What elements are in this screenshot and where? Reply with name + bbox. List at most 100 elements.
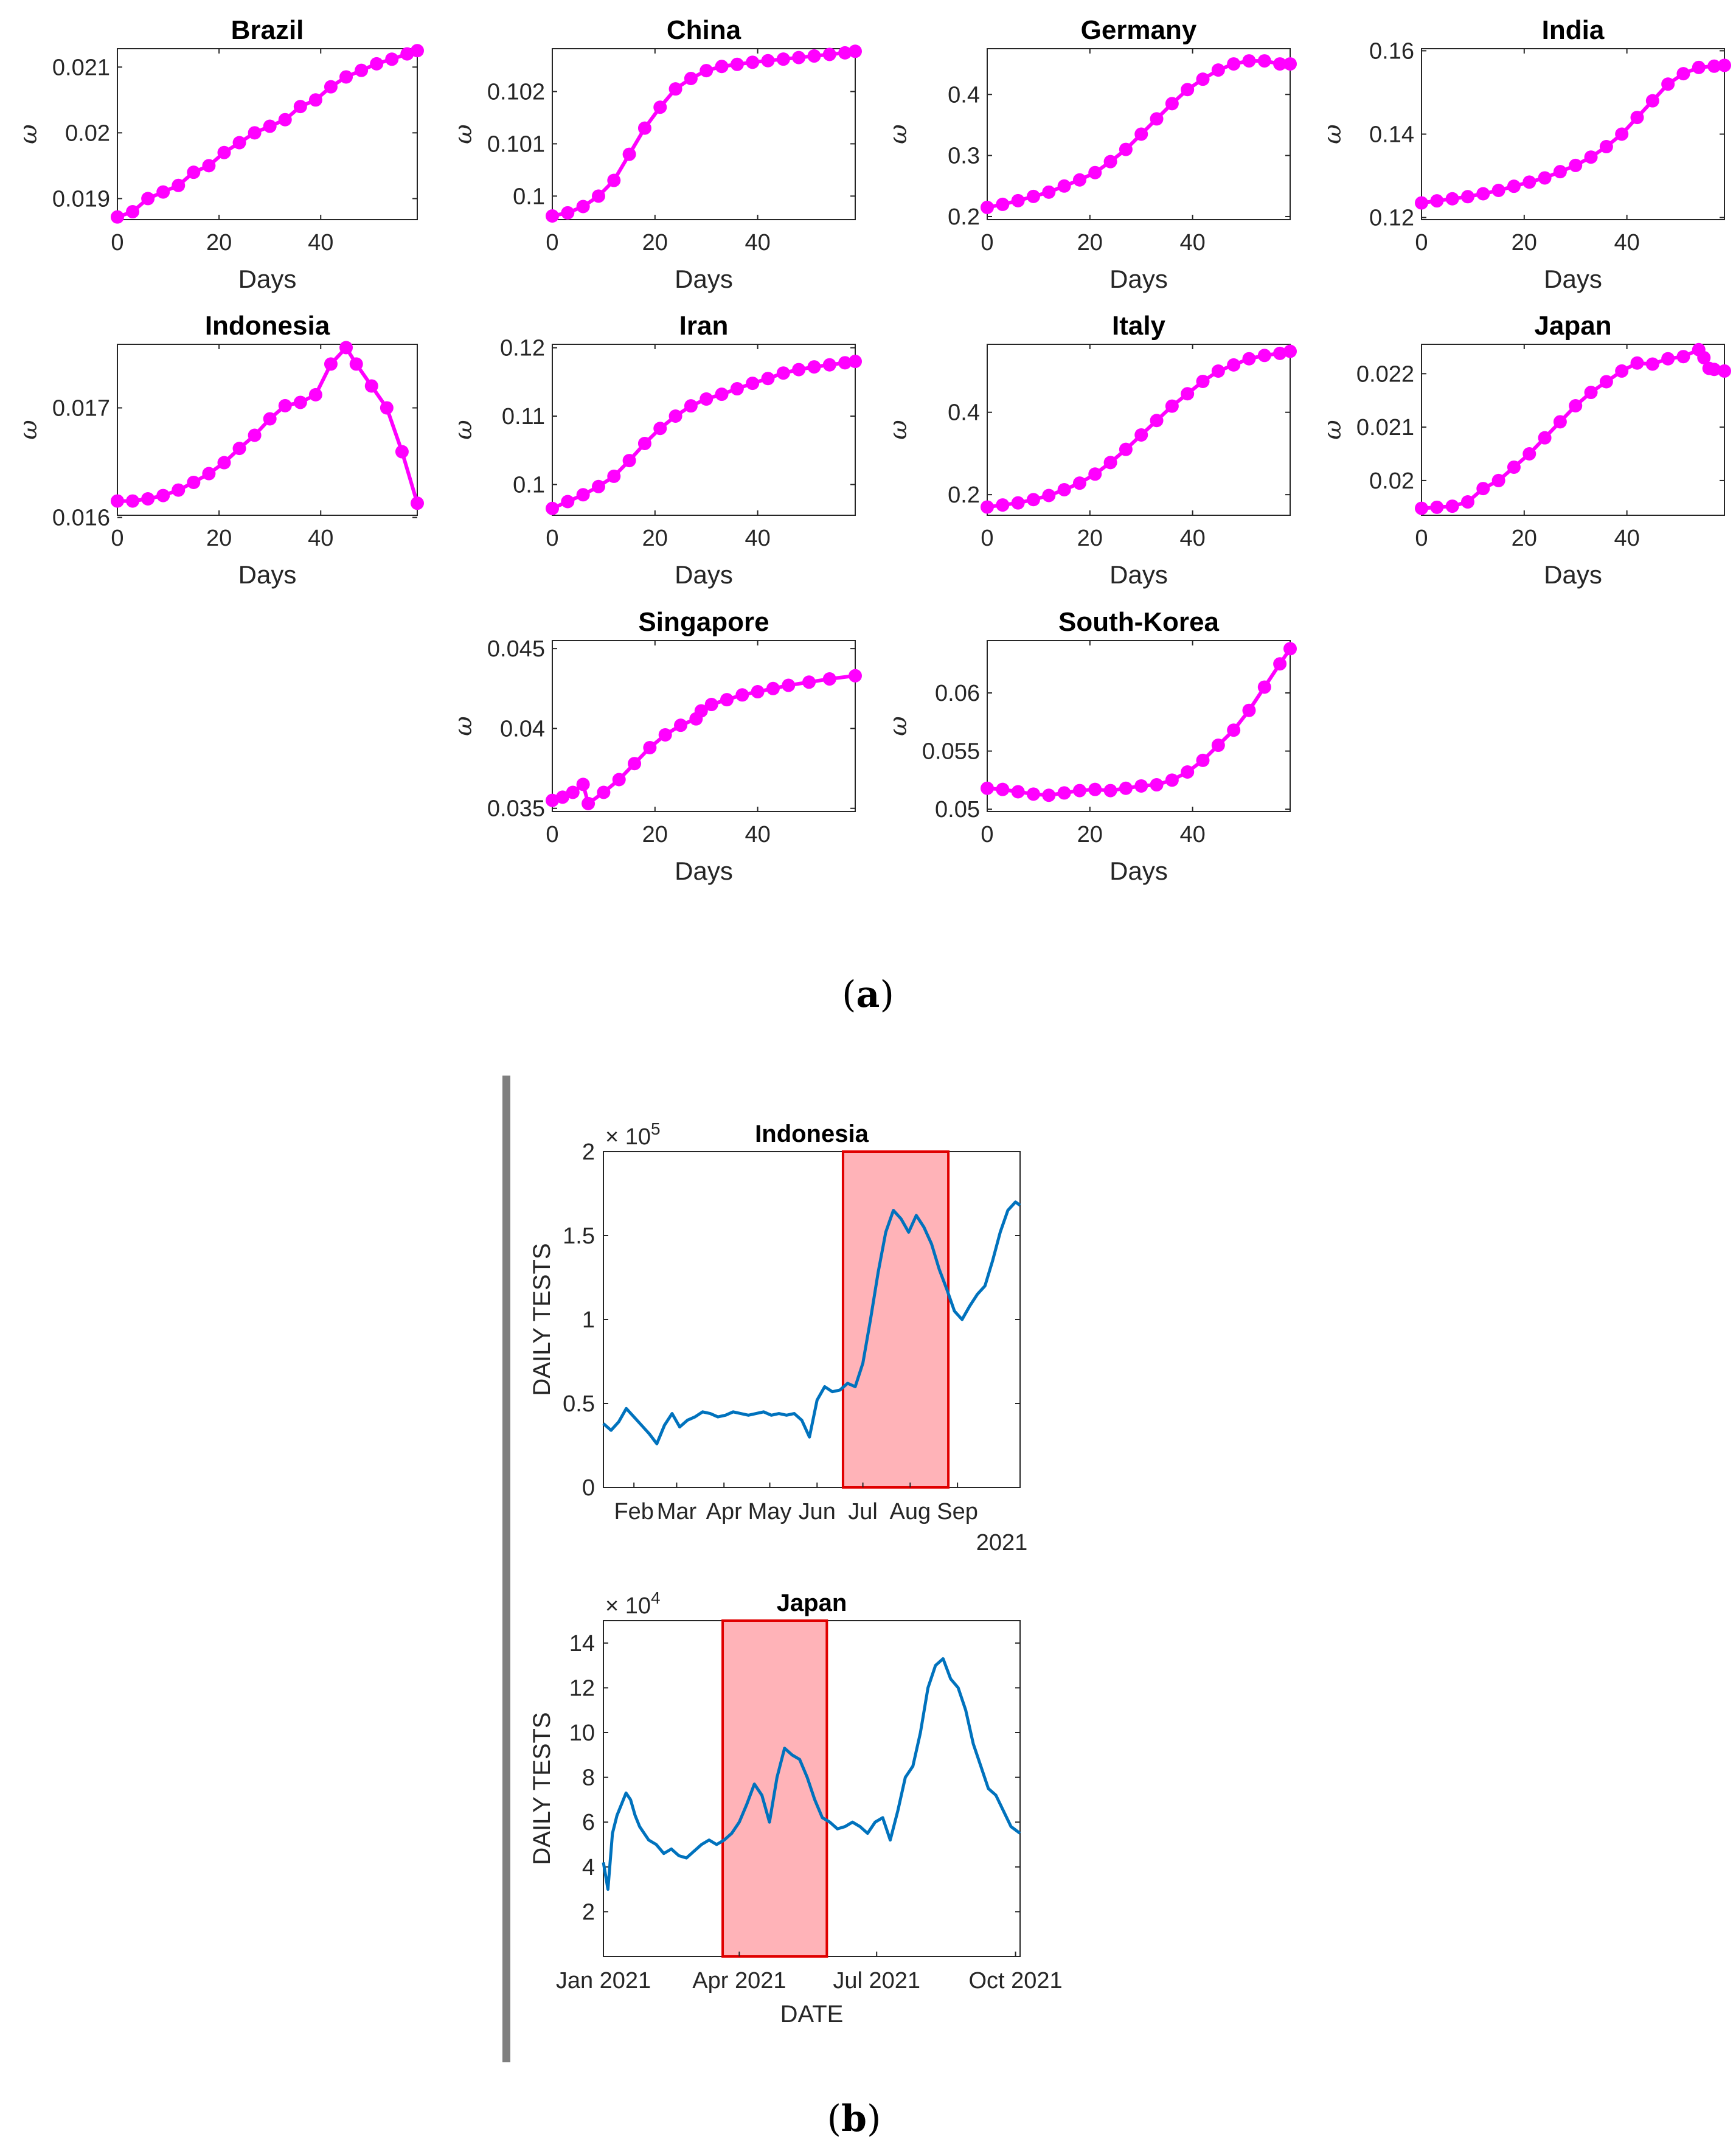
data-point — [597, 785, 611, 799]
data-point — [1257, 349, 1271, 363]
data-point — [546, 209, 559, 223]
y-tick-label: 10 — [569, 1720, 595, 1746]
plot-title: Italy — [1112, 311, 1166, 341]
x-axis-label: Days — [675, 265, 733, 293]
x-tick-label: 40 — [1179, 822, 1205, 847]
data-point — [202, 467, 216, 481]
data-point — [822, 358, 836, 372]
data-point — [1569, 398, 1583, 412]
x-axis-label: Days — [675, 560, 733, 589]
data-point — [1491, 473, 1505, 487]
data-point — [1011, 193, 1025, 207]
axes-box — [117, 344, 418, 516]
data-point — [1661, 77, 1675, 91]
y-tick-label: 0.12 — [1369, 206, 1414, 231]
data-point — [591, 479, 605, 493]
data-point — [776, 52, 790, 66]
data-point — [730, 382, 744, 396]
data-point — [776, 366, 790, 380]
x-tick-label: 40 — [745, 230, 770, 256]
data-point — [1257, 54, 1271, 68]
data-point — [1042, 185, 1056, 199]
data-point — [1026, 787, 1040, 801]
subplot-indonesia_tests: Indonesia × 105 0 0.5 1 1.5 2 Feb Mar Apr May Jun Ju… — [529, 1119, 1027, 1556]
data-point — [637, 436, 651, 450]
data-point — [1718, 58, 1731, 72]
data-point — [308, 388, 322, 402]
x-tick-label: Sep — [937, 1499, 978, 1525]
data-point — [1134, 779, 1148, 793]
subplot-india: India 0 20 40 0.12 0.14 0.16 Days ω — [1319, 15, 1731, 293]
data-point — [1181, 83, 1195, 97]
y-axis-label: ω — [884, 716, 912, 736]
data-point — [582, 796, 595, 810]
data-point — [324, 80, 338, 94]
data-point — [607, 469, 621, 483]
data-point — [1119, 142, 1133, 156]
y-axis-label: ω — [450, 420, 477, 440]
data-point — [339, 341, 353, 355]
data-point — [1211, 63, 1225, 77]
y-tick-label: 0.021 — [52, 55, 110, 80]
data-point — [643, 740, 657, 754]
x-axis-label: Days — [1544, 560, 1602, 589]
x-tick-label: 20 — [1512, 526, 1537, 551]
data-point — [1011, 785, 1025, 799]
data-point — [637, 121, 651, 135]
data-point — [232, 136, 246, 150]
data-point — [730, 57, 744, 71]
data-point — [653, 422, 667, 436]
data-point — [612, 773, 626, 787]
data-point — [1165, 773, 1179, 787]
data-point — [981, 200, 994, 214]
x-tick-label: 0 — [981, 230, 993, 256]
plot-title: South-Korea — [1058, 607, 1220, 637]
data-point — [1011, 496, 1025, 510]
y-axis-label: ω — [884, 124, 912, 144]
plot-title: India — [1542, 15, 1605, 45]
data-point — [1242, 703, 1256, 717]
subplot-china: China 0 20 40 0.1 0.101 0.102 Days ω — [450, 15, 862, 293]
data-point — [1119, 781, 1133, 795]
data-point — [761, 54, 775, 68]
y-axis-label: DAILY TESTS — [529, 1243, 555, 1396]
subplot-south_korea: South-Korea 0 20 40 0.05 0.055 0.06 Days ω — [884, 607, 1297, 885]
data-point — [293, 395, 307, 409]
data-point — [628, 757, 642, 771]
data-point — [1615, 127, 1629, 141]
data-point — [1072, 173, 1086, 187]
data-point — [1584, 150, 1598, 164]
x-tick-label: Apr 2021 — [692, 1968, 786, 1994]
x-tick-label: Apr — [706, 1499, 742, 1525]
axes-box — [552, 640, 856, 812]
data-point — [1088, 782, 1102, 796]
data-point — [996, 197, 1010, 211]
data-point — [1476, 482, 1490, 496]
data-point — [1445, 192, 1459, 206]
data-point — [1283, 344, 1297, 358]
data-point — [546, 501, 559, 515]
data-point — [792, 50, 806, 64]
x-tick-label: 0 — [111, 526, 123, 551]
x-tick-label: Jul 2021 — [833, 1968, 920, 1994]
data-point — [156, 489, 170, 502]
data-point — [1661, 352, 1675, 366]
plot-title: Singapore — [638, 607, 769, 637]
y-tick-label: 0.02 — [65, 120, 110, 146]
exponent-label: × 105 — [605, 1119, 661, 1150]
data-point — [1599, 375, 1613, 389]
axes-box — [603, 1151, 1021, 1488]
data-point — [1445, 499, 1459, 513]
data-point — [1211, 739, 1225, 753]
panel-divider — [502, 1076, 510, 2062]
x-tick-label: 20 — [1512, 230, 1537, 256]
y-tick-label: 0.2 — [948, 482, 980, 508]
y-tick-label: 4 — [582, 1855, 595, 1880]
y-tick-label: 2 — [582, 1139, 595, 1165]
y-tick-label: 0.02 — [1369, 468, 1414, 494]
caption-a-open-paren: ( — [842, 973, 856, 1016]
data-point — [202, 159, 216, 173]
y-tick-label: 0.05 — [935, 797, 980, 822]
caption-a: (a) — [842, 973, 894, 1016]
